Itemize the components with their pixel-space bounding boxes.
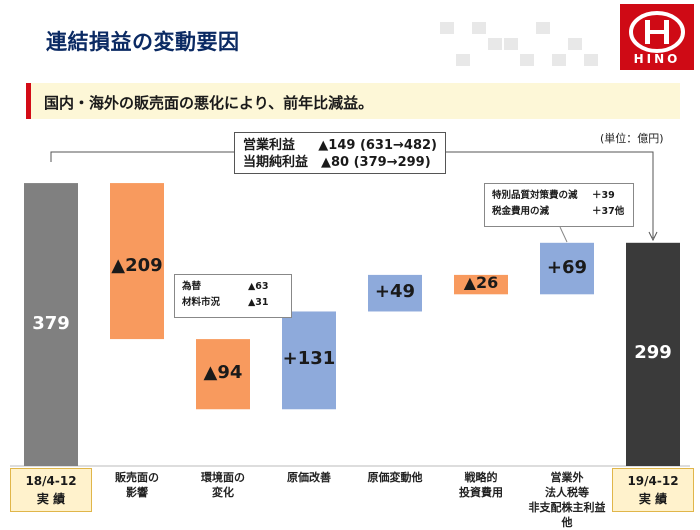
- waterfall-bar: [196, 339, 250, 410]
- subtitle-accent-bar: [26, 83, 31, 119]
- category-label: 環境面の 変化: [201, 471, 245, 499]
- summary-row-operating-profit: 営業利益 ▲149 (631→482): [243, 137, 437, 154]
- page-title: 連結損益の変動要因: [46, 30, 240, 54]
- bar-value-label: ▲209: [111, 255, 163, 277]
- waterfall-bar: [626, 242, 680, 466]
- bar-value-label: 299: [634, 342, 672, 364]
- note-row: 税金費用の減 ＋37他: [492, 204, 626, 220]
- hino-emblem-icon: [629, 11, 685, 53]
- note-label: 為替: [182, 281, 202, 292]
- summary-box: 営業利益 ▲149 (631→482) 当期純利益 ▲80 (379→299): [234, 132, 446, 174]
- note-label: 税金費用の減: [492, 206, 550, 217]
- category-label: 原価改善: [287, 471, 331, 484]
- category-label: 18/4-12 実 績: [10, 468, 92, 512]
- note-callout-line: [559, 226, 568, 243]
- note-row: 特別品質対策費の減 ＋39: [492, 188, 626, 204]
- subtitle-banner: [26, 83, 680, 119]
- category-label: 19/4-12 実 績: [612, 468, 694, 512]
- summary-label: 営業利益: [243, 138, 296, 153]
- bar-value-label: ▲26: [463, 272, 499, 292]
- waterfall-bar: [110, 183, 164, 340]
- note-value: ＋39: [592, 190, 615, 201]
- non-operating-note-box: 特別品質対策費の減 ＋39 税金費用の減 ＋37他: [484, 183, 634, 227]
- environment-note-box: 為替 ▲63 材料市況 ▲31: [174, 274, 292, 318]
- note-row: 為替 ▲63: [182, 279, 284, 295]
- waterfall-bar: [454, 274, 508, 295]
- waterfall-bar: [368, 274, 422, 312]
- unit-label: (単位：億円): [600, 132, 664, 145]
- bar-value-label: +49: [374, 281, 416, 303]
- hino-logo: HINO: [620, 4, 694, 70]
- note-row: 材料市況 ▲31: [182, 295, 284, 311]
- summary-label: 当期純利益: [243, 155, 309, 170]
- category-label: 営業外 法人税等 非支配株主利益他: [528, 471, 606, 529]
- note-value: ▲31: [248, 297, 269, 308]
- bar-value-label: +69: [546, 256, 588, 278]
- connector-arrowhead: [648, 231, 658, 242]
- note-label: 材料市況: [182, 297, 221, 308]
- category-label: 原価変動他: [367, 471, 423, 484]
- logo-text: HINO: [633, 52, 681, 66]
- waterfall-bar: [282, 311, 336, 410]
- summary-value: ▲149 (631→482): [318, 138, 437, 153]
- bar-value-label: ▲94: [203, 362, 243, 384]
- category-label: 戦略的 投資費用: [459, 471, 503, 499]
- category-label: 販売面の 影響: [115, 471, 159, 499]
- subtitle: 国内・海外の販売面の悪化により、前年比減益。: [44, 94, 374, 112]
- bar-value-label: 379: [32, 312, 70, 334]
- bar-value-label: +131: [282, 348, 336, 370]
- waterfall-bar: [24, 183, 78, 467]
- waterfall-bar: [540, 242, 594, 295]
- summary-row-net-income: 当期純利益 ▲80 (379→299): [243, 154, 437, 171]
- summary-value: ▲80 (379→299): [321, 155, 431, 170]
- decorative-grid: [440, 22, 598, 66]
- note-value: ▲63: [248, 281, 269, 292]
- note-label: 特別品質対策費の減: [492, 190, 578, 201]
- note-value: ＋37他: [592, 206, 625, 217]
